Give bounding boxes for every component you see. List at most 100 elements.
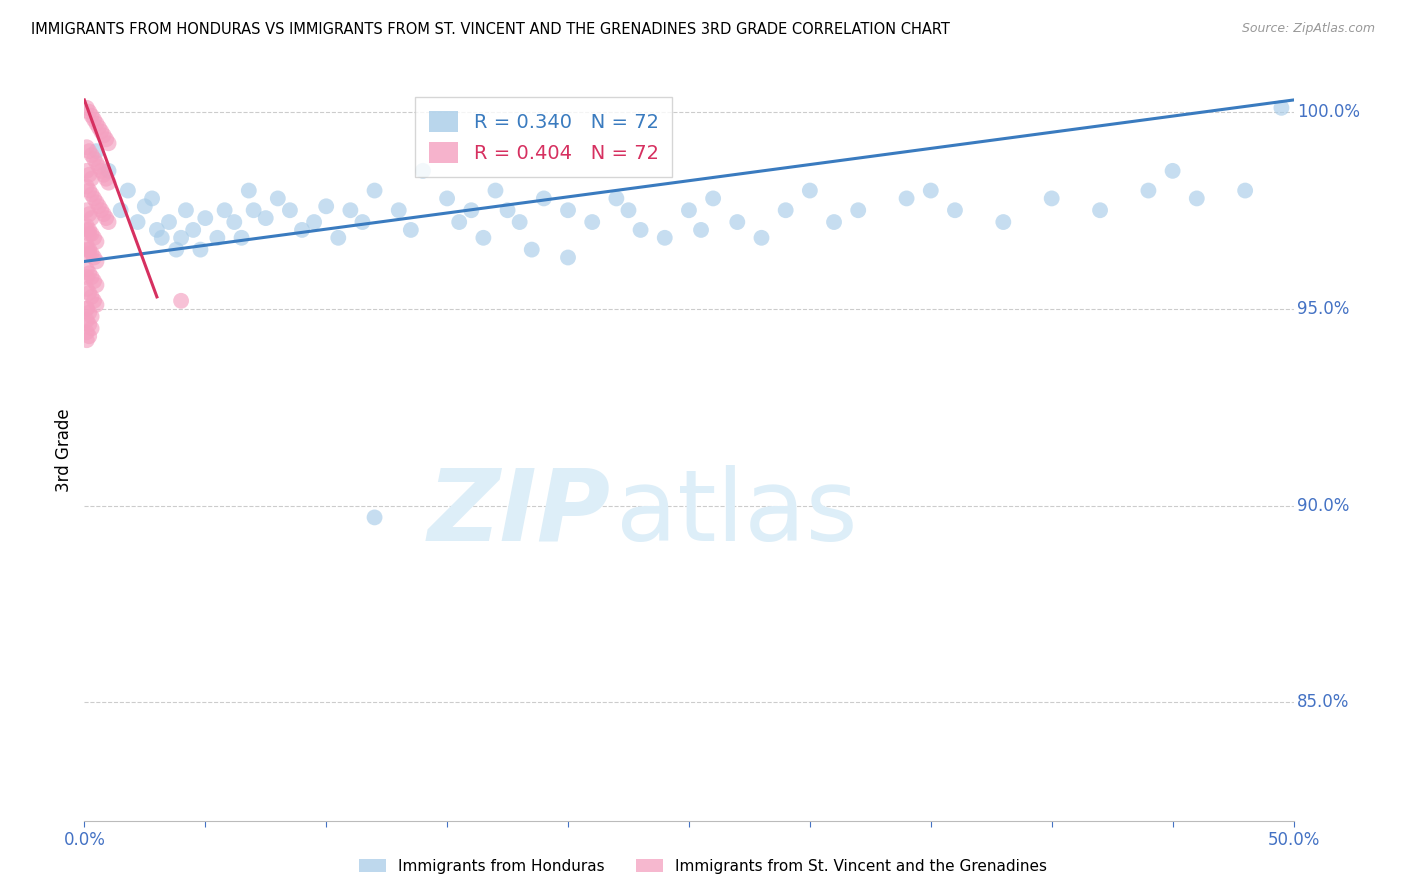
Point — [80, 187, 103, 202]
Point — [80, 321, 103, 335]
Point — [77, 104, 100, 119]
Point — [388, 203, 411, 218]
Point — [77, 168, 100, 182]
Point — [86, 278, 108, 293]
Point — [174, 203, 197, 218]
Point — [678, 203, 700, 218]
Point — [76, 238, 98, 252]
Point — [76, 262, 98, 277]
Text: ZIP: ZIP — [427, 465, 610, 562]
Point — [509, 215, 531, 229]
Point — [87, 160, 110, 174]
Point — [1088, 203, 1111, 218]
Point — [83, 293, 105, 308]
Point — [76, 203, 98, 218]
Point — [76, 164, 98, 178]
Point — [194, 211, 217, 226]
Point — [799, 184, 821, 198]
Point — [775, 203, 797, 218]
Point — [127, 215, 149, 229]
Point — [170, 293, 193, 308]
Point — [315, 199, 337, 213]
Point — [83, 231, 105, 245]
Text: Source: ZipAtlas.com: Source: ZipAtlas.com — [1241, 22, 1375, 36]
Point — [90, 124, 112, 138]
Point — [363, 510, 385, 524]
Point — [97, 215, 120, 229]
Text: IMMIGRANTS FROM HONDURAS VS IMMIGRANTS FROM ST. VINCENT AND THE GRENADINES 3RD G: IMMIGRANTS FROM HONDURAS VS IMMIGRANTS F… — [31, 22, 950, 37]
Point — [86, 117, 108, 131]
Point — [76, 179, 98, 194]
Point — [238, 184, 260, 198]
Point — [97, 176, 120, 190]
Point — [77, 318, 100, 332]
Point — [725, 215, 748, 229]
Point — [654, 231, 676, 245]
Point — [76, 243, 98, 257]
Point — [460, 203, 482, 218]
Point — [76, 282, 98, 296]
Point — [557, 203, 579, 218]
Point — [90, 164, 112, 178]
Point — [254, 211, 277, 226]
Point — [77, 285, 100, 300]
Y-axis label: 3rd Grade: 3rd Grade — [55, 409, 73, 492]
Point — [436, 191, 458, 205]
Point — [87, 199, 110, 213]
Point — [920, 184, 942, 198]
Point — [76, 301, 98, 316]
Point — [77, 243, 100, 257]
Point — [630, 223, 652, 237]
Point — [77, 305, 100, 319]
Point — [110, 203, 132, 218]
Point — [80, 227, 103, 241]
Point — [896, 191, 918, 205]
Point — [157, 215, 180, 229]
Point — [77, 329, 100, 343]
Point — [86, 144, 108, 158]
Point — [496, 203, 519, 218]
Text: 90.0%: 90.0% — [1298, 497, 1350, 515]
Point — [605, 191, 627, 205]
Point — [80, 211, 103, 226]
Point — [76, 333, 98, 347]
Point — [83, 251, 105, 265]
Point — [77, 227, 100, 241]
Point — [77, 246, 100, 260]
Point — [80, 109, 103, 123]
Point — [80, 148, 103, 162]
Point — [76, 101, 98, 115]
Point — [83, 112, 105, 127]
Point — [76, 313, 98, 327]
Point — [80, 270, 103, 285]
Point — [77, 223, 100, 237]
Point — [278, 203, 301, 218]
Point — [581, 215, 603, 229]
Point — [484, 184, 506, 198]
Point — [1270, 101, 1292, 115]
Point — [83, 274, 105, 288]
Point — [86, 254, 108, 268]
Point — [267, 191, 290, 205]
Point — [93, 168, 115, 182]
Point — [943, 203, 966, 218]
Legend: R = 0.340   N = 72, R = 0.404   N = 72: R = 0.340 N = 72, R = 0.404 N = 72 — [415, 97, 672, 177]
Point — [94, 171, 117, 186]
Point — [363, 184, 385, 198]
Point — [80, 171, 103, 186]
Point — [412, 164, 434, 178]
Point — [77, 207, 100, 221]
Point — [77, 184, 100, 198]
Point — [77, 266, 100, 280]
Point — [170, 231, 193, 245]
Point — [520, 243, 543, 257]
Point — [1234, 184, 1257, 198]
Point — [181, 223, 204, 237]
Point — [399, 223, 422, 237]
Point — [83, 191, 105, 205]
Point — [80, 246, 103, 260]
Point — [90, 203, 112, 218]
Point — [1040, 191, 1063, 205]
Point — [617, 203, 640, 218]
Point — [533, 191, 555, 205]
